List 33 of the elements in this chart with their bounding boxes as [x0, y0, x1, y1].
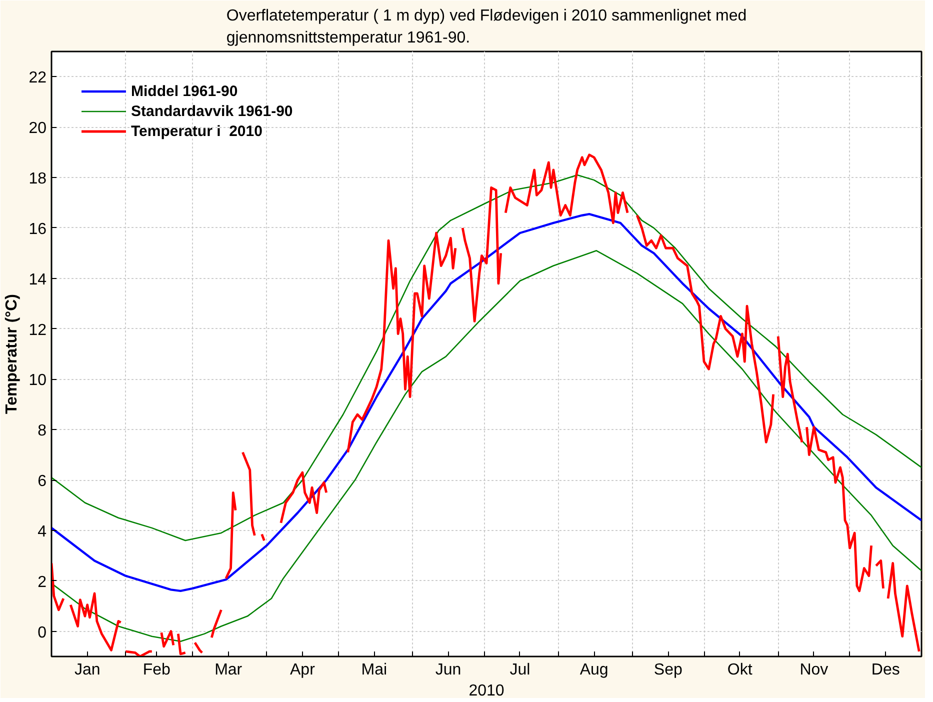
legend-label: Temperatur i 2010	[131, 122, 262, 140]
y-tick-label: 4	[38, 523, 47, 540]
x-tick-label: Okt	[727, 662, 753, 678]
line-series	[52, 212, 922, 592]
chart-title: Overflatetemperatur ( 1 m dyp) ved Flødevigen i 2010 sammenlignet med gjennomsnittstemperatur 1961-90.	[226, 7, 747, 46]
y-tick-label: 18	[28, 170, 47, 188]
x-tick-label: Des	[871, 662, 900, 678]
y-tick-label: 10	[28, 372, 47, 390]
x-tick-label: Sep	[654, 662, 682, 678]
x-tick-label: Mai	[361, 662, 388, 678]
x-tick-label: Feb	[142, 662, 171, 678]
x-tick-label: Aug	[580, 662, 608, 678]
legend-label: Standardavvik 1961-90	[131, 102, 293, 120]
line-series	[52, 250, 922, 642]
y-tick-label: 6	[38, 473, 47, 490]
y-tick-label: 14	[28, 271, 47, 288]
y-tick-label: 2	[38, 574, 47, 591]
y-tick-label: 20	[28, 120, 47, 138]
y-tick-label: 16	[28, 220, 47, 238]
x-tick-label: Apr	[290, 662, 316, 678]
x-tick-label: Nov	[800, 662, 828, 678]
y-tick-label: 0	[38, 624, 47, 642]
y-axis-title: Temperatur (°C)	[4, 294, 21, 414]
x-axis-title: 2010	[468, 682, 504, 700]
line-series	[52, 174, 922, 542]
y-tick-label: 22	[28, 70, 47, 87]
x-tick-label: Mar	[214, 662, 243, 678]
x-tick-label: Jan	[74, 662, 100, 678]
legend-label: Middel 1961-90	[131, 82, 238, 100]
y-tick-label: 8	[38, 422, 47, 440]
x-tick-label: Jul	[510, 662, 530, 678]
y-tick-label: 12	[28, 322, 47, 339]
x-tick-label: Jun	[435, 662, 462, 678]
